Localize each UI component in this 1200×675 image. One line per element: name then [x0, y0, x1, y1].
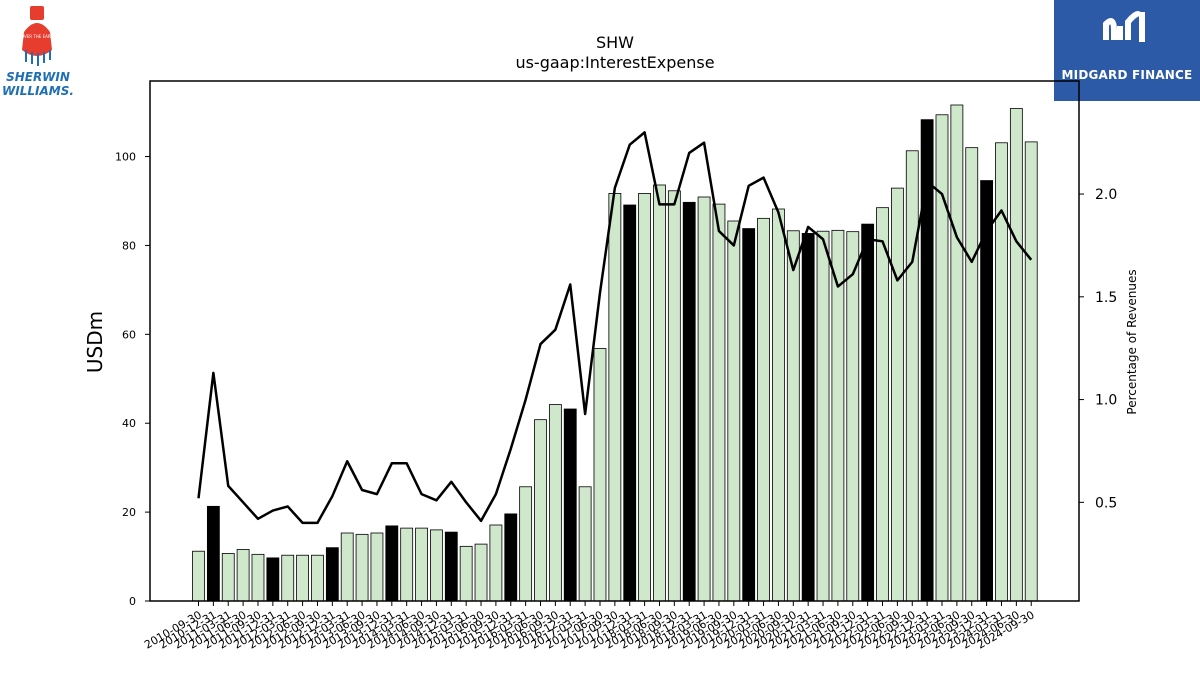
- revenue-percentage-line: [197, 131, 1033, 525]
- bar: [266, 557, 280, 602]
- chart-title: SHW: [596, 33, 634, 52]
- bar: [340, 532, 354, 602]
- bar: [1024, 141, 1038, 602]
- bar: [370, 532, 384, 602]
- bar: [697, 196, 711, 602]
- bar: [801, 233, 815, 602]
- bar: [980, 180, 994, 602]
- bar: [311, 554, 324, 602]
- bar: [861, 223, 875, 602]
- bar: [459, 545, 473, 602]
- bar: [385, 525, 399, 602]
- bar: [400, 527, 414, 602]
- y-tick-label: 20: [122, 506, 136, 519]
- logo-text-sherwin: SHERWIN: [6, 70, 70, 84]
- bar-series: [192, 104, 1038, 602]
- bar: [281, 554, 295, 602]
- bar: [548, 404, 562, 602]
- bar: [682, 201, 696, 602]
- bar: [846, 231, 860, 602]
- y2-tick-label: 1.5: [1095, 290, 1117, 306]
- bar: [593, 348, 607, 602]
- bar: [816, 230, 830, 602]
- bar: [534, 419, 547, 602]
- chart-subtitle: us-gaap:InterestExpense: [515, 53, 714, 72]
- bar: [221, 553, 235, 602]
- sherwin-williams-logo: COVER THE EARTH SHERWIN WILLIAMS.: [0, 0, 80, 100]
- midgard-emblem-icon: [1103, 11, 1145, 42]
- bar: [757, 217, 770, 602]
- bar: [712, 203, 726, 602]
- bar: [667, 190, 681, 602]
- bar: [563, 408, 577, 602]
- logo-badge-text: COVER THE EARTH: [18, 34, 56, 39]
- bar: [578, 486, 592, 602]
- x-axis-ticks: 2010-09-302010-12-312011-03-312011-06-30…: [142, 601, 1037, 652]
- bar: [935, 114, 949, 602]
- y-tick-label: 40: [122, 417, 136, 430]
- midgard-finance-logo: MIDGARD FINANCE: [1054, 0, 1200, 101]
- bar: [727, 220, 741, 602]
- bar: [876, 207, 889, 602]
- y-tick-label: 60: [122, 328, 136, 341]
- logo-text-williams: WILLIAMS.: [2, 84, 74, 98]
- bar: [653, 184, 666, 602]
- bar: [890, 187, 904, 602]
- y-tick-label: 100: [115, 151, 136, 164]
- bar: [742, 228, 756, 602]
- y-tick-label: 0: [129, 595, 136, 608]
- y2-tick-label: 1.0: [1095, 393, 1117, 409]
- bar: [920, 119, 934, 602]
- bar: [474, 543, 488, 602]
- line-series: [197, 131, 1033, 525]
- bar: [905, 150, 919, 602]
- bar: [786, 230, 800, 602]
- bar: [236, 549, 250, 602]
- bar: [296, 554, 309, 602]
- y2-axis-label: Percentage of Revenues: [1125, 269, 1139, 414]
- y-axis-label: USDm: [83, 311, 107, 373]
- bar: [950, 104, 964, 602]
- y-axis-ticks: 0 20 40 60 80 100: [115, 151, 150, 608]
- bar: [430, 529, 443, 602]
- bar: [638, 193, 651, 602]
- globe-icon: [22, 23, 52, 56]
- plot-frame: [149, 80, 1080, 602]
- bar: [444, 531, 458, 602]
- bar: [519, 486, 533, 602]
- y2-tick-label: 0.5: [1095, 495, 1117, 511]
- bar: [965, 147, 979, 602]
- paint-can-icon: [30, 6, 44, 20]
- bar: [251, 553, 265, 602]
- bar: [608, 193, 622, 602]
- bar: [504, 513, 518, 602]
- bar: [772, 208, 785, 602]
- bar: [206, 505, 220, 602]
- bar: [355, 533, 369, 602]
- bar: [192, 550, 205, 602]
- midgard-brand-text: MIDGARD FINANCE: [1061, 68, 1193, 82]
- y2-tick-label: 2.0: [1095, 187, 1117, 203]
- bar: [325, 547, 339, 602]
- bar: [415, 527, 428, 602]
- y2-axis-ticks: 0.5 1.0 1.5 2.0: [1079, 187, 1117, 511]
- bar: [623, 204, 637, 602]
- bar: [1009, 108, 1023, 602]
- bar: [489, 524, 503, 602]
- y-tick-label: 80: [122, 239, 136, 252]
